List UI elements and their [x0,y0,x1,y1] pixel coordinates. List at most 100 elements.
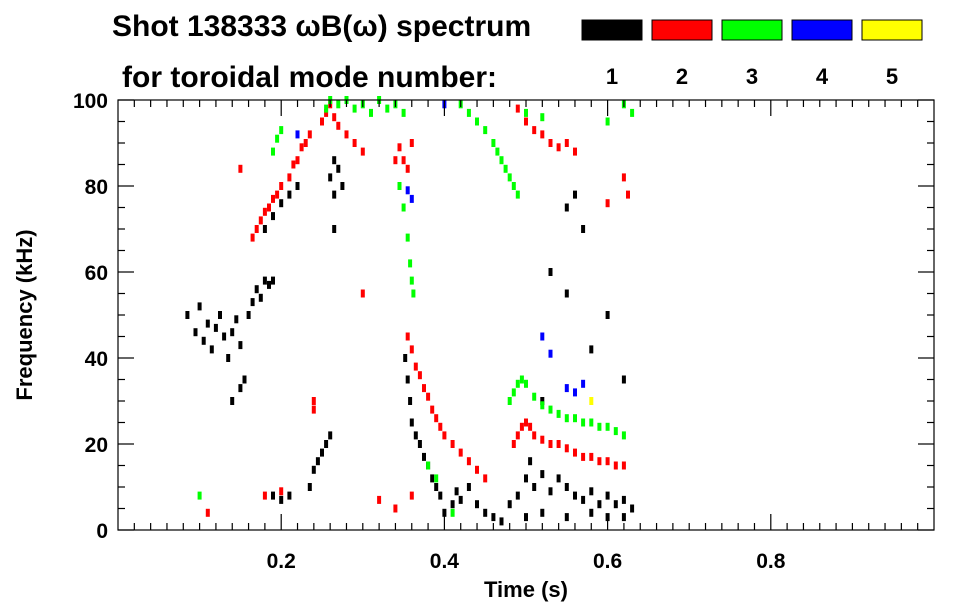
mode-2-point [271,194,275,203]
mode-1-point [605,311,610,319]
mode-1-point [222,332,227,341]
mode-2-point [475,465,479,474]
mode-1-point [548,487,553,496]
mode-2-point [422,384,426,393]
mode-1-point [409,418,414,427]
mode-1-point [507,500,512,509]
mode-2-point [205,508,210,517]
mode-1-point [250,298,255,307]
mode-1-point [197,302,202,311]
mode-1-point [238,341,243,350]
mode-1-point [573,491,577,500]
mode-3-point [495,147,500,156]
axis-ticks [118,99,934,531]
mode-2-point [405,164,410,173]
mode-1-point [279,495,284,504]
mode-1-point [287,190,292,199]
mode-1-point [287,491,292,500]
mode-3-point [532,392,537,401]
mode-2-point [556,440,561,448]
mode-2-point [426,392,431,401]
mode-1-point [226,354,231,362]
mode-1-point [328,173,333,182]
y-tick-label: 20 [85,434,108,457]
mode-2-point [621,461,626,470]
mode-3-point [401,108,406,117]
mode-1-point [230,328,235,337]
mode-2-point [524,418,528,427]
mode-3-point [336,100,341,109]
mode-1-point [271,491,275,500]
chart-title-line1: Shot 138333 ωB(ω) spectrum [112,10,531,43]
mode-2-point [360,289,365,298]
mode-2-point [450,440,455,448]
mode-3-point [564,414,569,423]
mode-1-point [262,276,267,285]
mode-2-point [397,143,402,152]
mode-1-point [234,315,239,324]
mode-4-point [540,332,545,341]
mode-2-point [548,139,553,147]
mode-1-point [218,311,222,319]
mode-1-point [408,397,413,405]
mode-2-point [524,117,528,126]
mode-2-point [573,448,577,457]
mode-2-point [548,440,553,448]
mode-1-point [405,375,410,384]
mode-1-point [613,500,618,509]
mode-1-point [332,225,337,233]
mode-3-point [475,117,479,126]
mode-1-point [311,465,316,474]
mode-2-point [581,452,586,461]
mode-1-point [528,457,533,466]
mode-2-point [605,199,610,208]
mode-2-point [377,495,382,504]
mode-3-point [491,139,496,147]
mode-3-point [511,182,516,190]
mode-3-point [426,461,431,470]
mode-1-point [621,375,626,384]
mode-2-point [605,457,610,466]
mode-3-point [483,126,488,135]
mode-1-point [540,397,545,405]
mode-1-point [205,319,210,328]
mode-3-point [450,508,455,517]
mode-1-point [581,495,586,504]
mode-2-point [519,422,524,431]
legend-swatch-5 [861,19,923,41]
mode-1-point [483,508,488,517]
mode-2-point [336,121,341,130]
mode-2-point [393,156,398,165]
mode-1-point [564,513,569,522]
mode-1-point [238,384,243,393]
mode-3-point [499,156,504,165]
mode-3-point [573,414,577,423]
mode-3-point [503,164,508,173]
mode-3-point [630,108,635,117]
mode-1-point [324,440,329,448]
mode-2-point [589,452,594,461]
mode-2-point [511,440,516,448]
mode-3-point [556,409,561,418]
mode-1-point [491,513,496,522]
mode-1-point [621,513,626,522]
y-tick-label: 40 [85,348,108,371]
mode-3-point [279,126,284,135]
mode-2-point [307,130,312,139]
mode-2-point [573,147,577,156]
mode-1-point [630,504,635,513]
mode-3-point [197,491,202,500]
x-tick-label: 0.6 [593,550,622,573]
mode-4-point [573,388,577,397]
mode-1-point [332,156,337,165]
mode-1-point [621,495,626,504]
mode-1-point [564,289,569,298]
mode-3-point [515,379,520,388]
mode-3-point [540,401,545,410]
mode-1-point [340,182,345,190]
y-tick-label: 100 [73,90,108,113]
mode-1-point [271,276,275,285]
mode-1-point [271,212,275,221]
mode-1-point [193,328,198,337]
mode-4-point [581,379,586,388]
